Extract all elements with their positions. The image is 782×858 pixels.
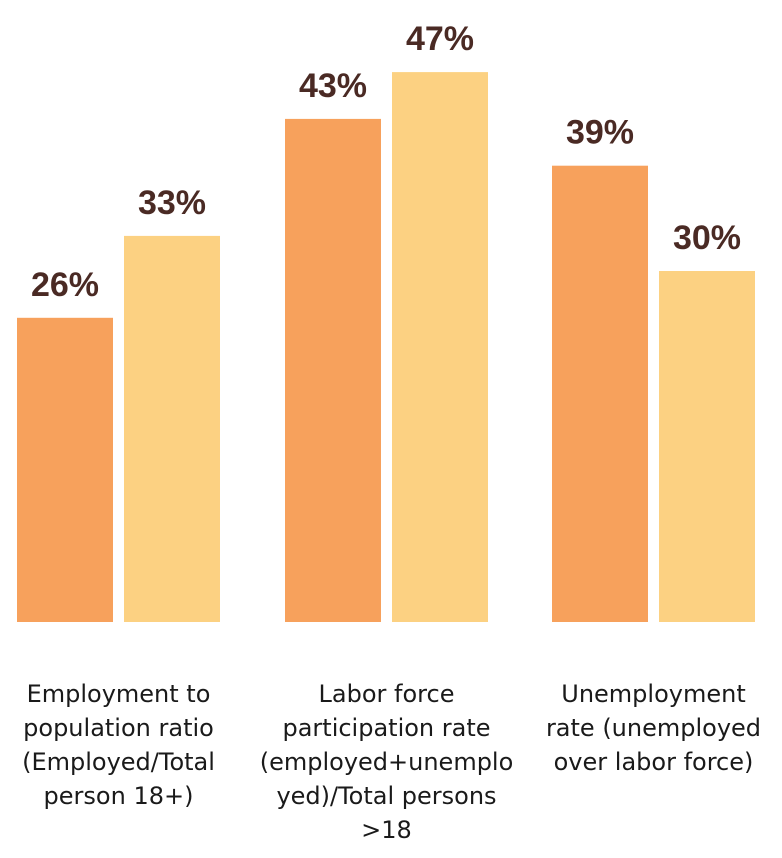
category-label-cat1-line2: population ratio bbox=[23, 714, 214, 742]
value-label-series1-cat1: 26% bbox=[31, 266, 99, 304]
bar-series1-cat3 bbox=[552, 165, 648, 622]
category-label-cat2-line3: (employed+unemplo bbox=[260, 748, 514, 776]
value-label-series1-cat2: 43% bbox=[299, 67, 367, 105]
bar-series1-cat1 bbox=[17, 317, 113, 622]
category-label-cat1-line4: person 18+) bbox=[44, 782, 194, 810]
value-label-series2-cat3: 30% bbox=[673, 219, 741, 257]
category-label-cat3-line2: rate (unemployed bbox=[546, 714, 761, 742]
value-label-series2-cat1: 33% bbox=[138, 184, 206, 222]
bar-series2-cat1 bbox=[124, 235, 220, 622]
bar-series2-cat2 bbox=[392, 72, 488, 623]
category-label-cat2-line2: participation rate bbox=[282, 714, 490, 742]
category-label-cat3-line3: over labor force) bbox=[554, 748, 754, 776]
value-labels-group: 26% 43% 39% 33% 47% 30% bbox=[31, 20, 741, 304]
bar-series2-cat3 bbox=[659, 271, 755, 622]
value-label-series2-cat2: 47% bbox=[406, 20, 474, 58]
category-label-cat1-line3: (Employed/Total bbox=[22, 748, 215, 776]
value-label-series1-cat3: 39% bbox=[566, 114, 634, 152]
bars-group bbox=[17, 72, 755, 623]
category-label-cat2-line1: Labor force bbox=[319, 680, 455, 708]
bar-series1-cat2 bbox=[285, 118, 381, 623]
category-label-cat2-line5: >18 bbox=[361, 816, 412, 844]
category-labels-group: Employment to population ratio (Employed/T… bbox=[22, 680, 761, 844]
category-label-cat2-line4: yed)/Total persons bbox=[276, 782, 496, 810]
category-label-cat1-line1: Employment to bbox=[27, 680, 211, 708]
category-label-cat3-line1: Unemployment bbox=[561, 680, 745, 708]
